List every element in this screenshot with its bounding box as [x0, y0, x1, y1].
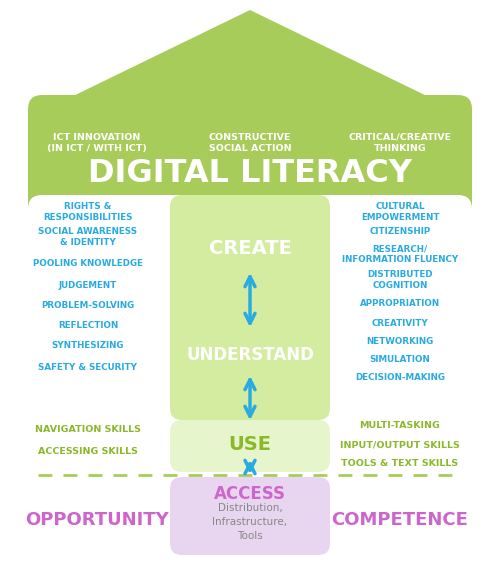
Text: SIMULATION: SIMULATION	[370, 355, 430, 364]
Text: ICT INNOVATION
(IN ICT / WITH ICT): ICT INNOVATION (IN ICT / WITH ICT)	[47, 133, 147, 153]
Text: CREATE: CREATE	[208, 239, 292, 258]
Text: JUDGEMENT: JUDGEMENT	[59, 280, 117, 289]
Text: MULTI-TASKING: MULTI-TASKING	[360, 421, 440, 430]
Text: CITIZENSHIP: CITIZENSHIP	[370, 227, 430, 236]
Text: RIGHTS &
RESPONSIBILITIES: RIGHTS & RESPONSIBILITIES	[44, 202, 133, 222]
Text: DIGITAL LITERACY: DIGITAL LITERACY	[88, 157, 412, 188]
Text: COMPETENCE: COMPETENCE	[332, 511, 468, 529]
Text: SYNTHESIZING: SYNTHESIZING	[52, 341, 124, 350]
Text: Distribution,
Infrastructure,
Tools: Distribution, Infrastructure, Tools	[212, 503, 288, 541]
Polygon shape	[30, 10, 470, 117]
Text: CREATIVITY: CREATIVITY	[372, 319, 428, 328]
Text: DISTRIBUTED
COGNITION: DISTRIBUTED COGNITION	[367, 270, 433, 290]
Text: USE: USE	[228, 435, 272, 455]
Text: ACCESSING SKILLS: ACCESSING SKILLS	[38, 447, 138, 456]
FancyBboxPatch shape	[170, 195, 330, 420]
Text: INPUT/OUTPUT SKILLS: INPUT/OUTPUT SKILLS	[340, 440, 460, 450]
Text: CULTURAL
EMPOWERMENT: CULTURAL EMPOWERMENT	[361, 202, 440, 222]
Text: APPROPRIATION: APPROPRIATION	[360, 298, 440, 307]
FancyBboxPatch shape	[170, 420, 330, 472]
FancyBboxPatch shape	[170, 477, 330, 555]
Text: CONSTRUCTIVE
SOCIAL ACTION: CONSTRUCTIVE SOCIAL ACTION	[208, 133, 292, 153]
Text: RESEARCH/
INFORMATION FLUENCY: RESEARCH/ INFORMATION FLUENCY	[342, 244, 458, 264]
Text: NAVIGATION SKILLS: NAVIGATION SKILLS	[35, 425, 141, 434]
FancyBboxPatch shape	[28, 195, 472, 475]
Text: PROBLEM-SOLVING: PROBLEM-SOLVING	[42, 301, 134, 310]
Text: ACCESS: ACCESS	[214, 485, 286, 503]
Text: DECISION-MAKING: DECISION-MAKING	[355, 373, 445, 382]
Text: TOOLS & TEXT SKILLS: TOOLS & TEXT SKILLS	[342, 459, 458, 468]
Text: SOCIAL AWARENESS
& IDENTITY: SOCIAL AWARENESS & IDENTITY	[38, 227, 138, 246]
Text: CRITICAL/CREATIVE
THINKING: CRITICAL/CREATIVE THINKING	[348, 133, 452, 153]
Text: SAFETY & SECURITY: SAFETY & SECURITY	[38, 363, 138, 372]
Text: OPPORTUNITY: OPPORTUNITY	[25, 511, 169, 529]
FancyBboxPatch shape	[28, 95, 472, 388]
Text: POOLING KNOWLEDGE: POOLING KNOWLEDGE	[33, 259, 143, 268]
Text: REFLECTION: REFLECTION	[58, 321, 118, 331]
FancyBboxPatch shape	[28, 390, 472, 560]
Text: UNDERSTAND: UNDERSTAND	[186, 346, 314, 364]
Text: NETWORKING: NETWORKING	[366, 337, 434, 346]
